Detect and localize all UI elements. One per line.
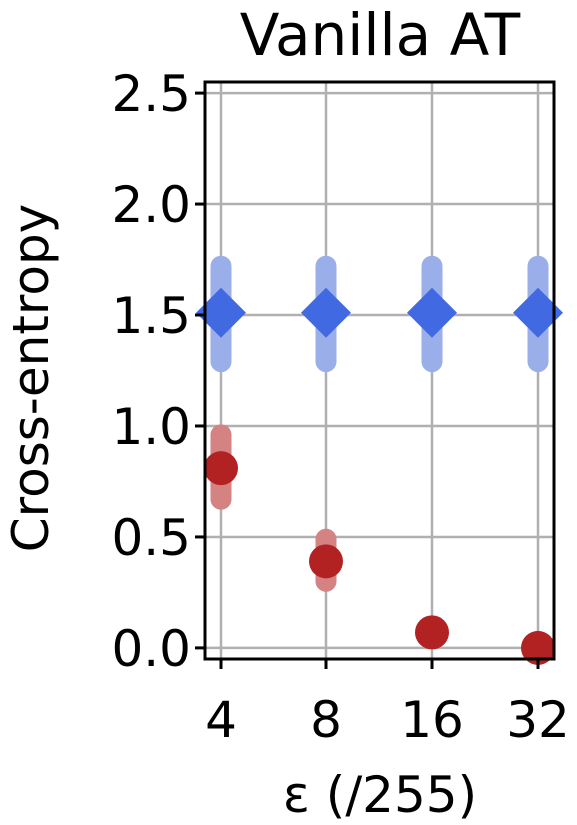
chart-title: Vanilla AT xyxy=(240,1,521,69)
grid xyxy=(205,82,554,659)
y-tick-label: 2.5 xyxy=(111,65,191,123)
data-point-diamond xyxy=(196,287,246,338)
error-bars xyxy=(210,255,549,648)
y-tick-label: 1.0 xyxy=(111,398,191,456)
x-axis-label: ε (/255) xyxy=(283,766,477,824)
x-tick-label: 8 xyxy=(310,691,342,749)
x-tick-label: 4 xyxy=(205,691,237,749)
y-axis-ticks: 0.0 0.5 1.0 1.5 2.0 2.5 xyxy=(111,65,205,678)
x-tick-label: 32 xyxy=(506,691,570,749)
data-point-diamond xyxy=(407,287,457,338)
y-axis-label: Cross-entropy xyxy=(2,204,60,553)
data-point-circle xyxy=(309,544,343,579)
plot-frame xyxy=(203,80,556,661)
data-point-diamond xyxy=(301,287,351,338)
data-point-circle xyxy=(204,451,238,486)
data-points xyxy=(196,287,563,665)
data-point-circle xyxy=(415,615,449,650)
y-tick-label: 1.5 xyxy=(111,287,191,345)
data-point-diamond xyxy=(513,287,563,338)
y-tick-label: 2.0 xyxy=(111,176,191,234)
y-tick-label: 0.0 xyxy=(111,620,191,678)
x-tick-label: 16 xyxy=(400,691,464,749)
y-tick-label: 0.5 xyxy=(111,509,191,567)
data-point-circle xyxy=(521,630,555,665)
x-axis-ticks: 4 8 16 32 xyxy=(205,659,570,749)
